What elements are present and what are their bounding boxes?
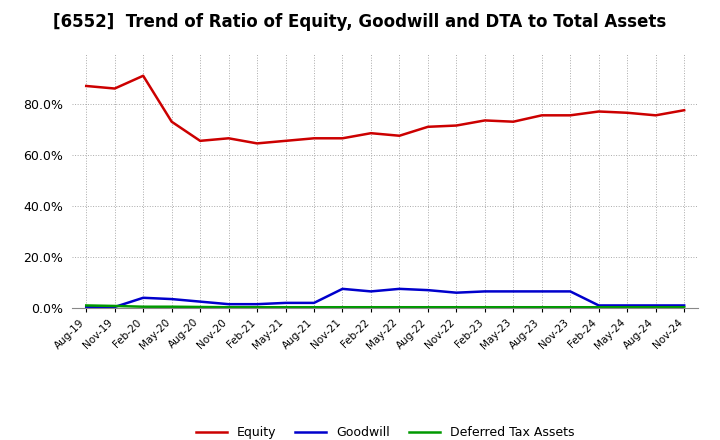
Goodwill: [480, 289, 489, 294]
Deferred Tax Assets: [680, 304, 688, 310]
Deferred Tax Assets: [623, 304, 631, 310]
Goodwill: [566, 289, 575, 294]
Deferred Tax Assets: [110, 303, 119, 308]
Goodwill: [595, 303, 603, 308]
Goodwill: [225, 301, 233, 307]
Legend: Equity, Goodwill, Deferred Tax Assets: Equity, Goodwill, Deferred Tax Assets: [191, 422, 580, 440]
Deferred Tax Assets: [310, 304, 318, 310]
Goodwill: [253, 301, 261, 307]
Deferred Tax Assets: [423, 304, 432, 310]
Equity: [366, 131, 375, 136]
Equity: [225, 136, 233, 141]
Equity: [480, 118, 489, 123]
Goodwill: [196, 299, 204, 304]
Deferred Tax Assets: [139, 304, 148, 309]
Deferred Tax Assets: [509, 304, 518, 310]
Goodwill: [310, 300, 318, 305]
Equity: [167, 119, 176, 125]
Deferred Tax Assets: [452, 304, 461, 310]
Equity: [196, 138, 204, 143]
Goodwill: [366, 289, 375, 294]
Equity: [452, 123, 461, 128]
Deferred Tax Assets: [652, 304, 660, 310]
Equity: [652, 113, 660, 118]
Equity: [338, 136, 347, 141]
Equity: [253, 141, 261, 146]
Deferred Tax Assets: [338, 304, 347, 310]
Line: Goodwill: Goodwill: [86, 289, 684, 307]
Line: Deferred Tax Assets: Deferred Tax Assets: [86, 305, 684, 307]
Equity: [310, 136, 318, 141]
Deferred Tax Assets: [480, 304, 489, 310]
Goodwill: [509, 289, 518, 294]
Line: Equity: Equity: [86, 76, 684, 143]
Deferred Tax Assets: [366, 304, 375, 310]
Goodwill: [139, 295, 148, 301]
Equity: [110, 86, 119, 91]
Equity: [82, 83, 91, 88]
Deferred Tax Assets: [167, 304, 176, 309]
Equity: [509, 119, 518, 125]
Goodwill: [680, 303, 688, 308]
Deferred Tax Assets: [225, 304, 233, 310]
Text: [6552]  Trend of Ratio of Equity, Goodwill and DTA to Total Assets: [6552] Trend of Ratio of Equity, Goodwil…: [53, 13, 667, 31]
Goodwill: [338, 286, 347, 291]
Deferred Tax Assets: [82, 303, 91, 308]
Deferred Tax Assets: [253, 304, 261, 310]
Equity: [623, 110, 631, 115]
Goodwill: [652, 303, 660, 308]
Goodwill: [110, 304, 119, 310]
Deferred Tax Assets: [282, 304, 290, 310]
Equity: [395, 133, 404, 139]
Equity: [680, 107, 688, 113]
Equity: [282, 138, 290, 143]
Deferred Tax Assets: [196, 304, 204, 310]
Goodwill: [82, 304, 91, 309]
Equity: [595, 109, 603, 114]
Equity: [566, 113, 575, 118]
Goodwill: [537, 289, 546, 294]
Goodwill: [452, 290, 461, 295]
Equity: [139, 73, 148, 78]
Goodwill: [167, 297, 176, 302]
Goodwill: [395, 286, 404, 291]
Deferred Tax Assets: [566, 304, 575, 310]
Goodwill: [623, 303, 631, 308]
Equity: [537, 113, 546, 118]
Goodwill: [423, 287, 432, 293]
Deferred Tax Assets: [537, 304, 546, 310]
Deferred Tax Assets: [395, 304, 404, 310]
Goodwill: [282, 300, 290, 305]
Deferred Tax Assets: [595, 304, 603, 310]
Equity: [423, 124, 432, 129]
